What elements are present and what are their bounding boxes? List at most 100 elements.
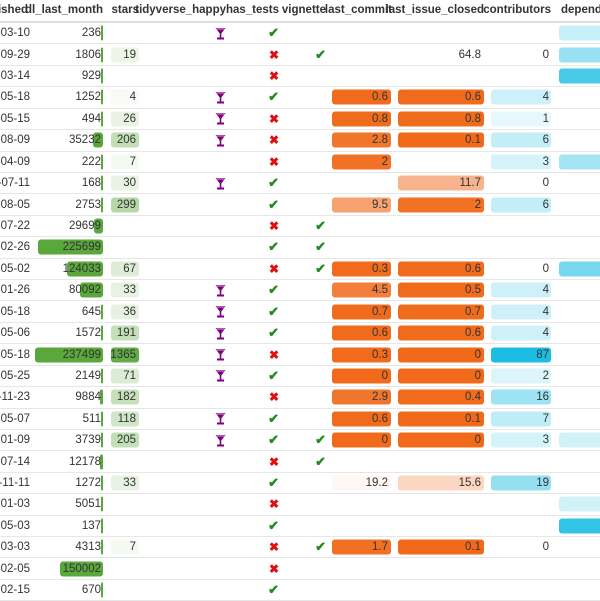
- contributors-cell: [488, 580, 555, 600]
- last-commit-tile: [332, 411, 391, 427]
- table-row[interactable]: -03-14 929 ✖: [0, 66, 600, 88]
- has-tests-cell: ✔: [230, 194, 283, 214]
- stars-tile: [111, 389, 139, 405]
- cocktail-glass-icon: [215, 91, 226, 104]
- last-commit-cell: 0: [330, 366, 395, 386]
- last-commit-value: 19.2: [365, 477, 388, 490]
- last-commit-cell: [330, 516, 395, 536]
- header-last-commit[interactable]: last_commit: [324, 4, 392, 16]
- table-row[interactable]: -02-26 225699 ✔ ✔: [0, 237, 600, 259]
- header-tidyverse-happy[interactable]: tidyverse_happy: [135, 4, 226, 16]
- dl-last-month-value: 150002: [62, 562, 101, 575]
- vignette-cell: [283, 323, 330, 343]
- published-date: -05-15: [0, 112, 30, 125]
- stars-tile: [111, 89, 139, 105]
- depends-cell: [555, 494, 600, 514]
- table-row[interactable]: -02-05 150002 ✖: [0, 559, 600, 580]
- table-row[interactable]: -07-14 12178 ✖ ✔: [0, 451, 600, 473]
- header-published[interactable]: published: [0, 4, 28, 16]
- published-cell: -05-25: [0, 366, 33, 386]
- dl-bar: [101, 25, 103, 41]
- contributors-cell: 6: [488, 194, 555, 214]
- table-row[interactable]: -03-10 236 ✔: [0, 23, 600, 45]
- dl-last-month-value: 2753: [75, 198, 101, 211]
- table-row[interactable]: -01-09 3739 205 ✔ ✔ 0 0 3: [0, 430, 600, 452]
- cross-icon: ✖: [268, 454, 279, 469]
- table-row[interactable]: -05-02 124033 67 ✖ ✔ 0.3 0.6 0: [0, 259, 600, 281]
- header-vignette[interactable]: vignette: [281, 4, 326, 16]
- table-row[interactable]: -09-29 1806 19 ✖ ✔ 64.8 0: [0, 44, 600, 66]
- last-commit-cell: [330, 173, 395, 193]
- table-row[interactable]: -11-11 1272 33 ✔ 19.2 15.6 19: [0, 473, 600, 495]
- last-issue-closed-tile: [398, 432, 484, 448]
- table-row[interactable]: -05-15 494 26 ✖ 0.8 0.8 1: [0, 109, 600, 131]
- last-commit-value: 2.9: [372, 391, 388, 404]
- stars-cell: 1365: [105, 344, 145, 364]
- contributors-cell: [488, 66, 555, 86]
- table-row[interactable]: -05-18 237499 1365 ✖ 0.3 0 87: [0, 344, 600, 366]
- table-row[interactable]: -05-18 1252 4 ✔ 0.6 0.6 4: [0, 87, 600, 109]
- table-row[interactable]: -03-03 4313 7 ✖ ✔ 1.7 0.1 0: [0, 537, 600, 559]
- table-row[interactable]: -05-25 2149 71 ✔ 0 0 2: [0, 366, 600, 388]
- table-row[interactable]: -08-05 2753 299 ✔ 9.5 2 6: [0, 194, 600, 216]
- depends-cell: [555, 323, 600, 343]
- stars-tile: [111, 47, 139, 63]
- stars-cell: [105, 516, 145, 536]
- contributors-cell: 2: [488, 366, 555, 386]
- dl-last-month-value: 1806: [75, 48, 101, 61]
- contributors-tile: [491, 154, 551, 170]
- dl-bar: [38, 239, 103, 255]
- vignette-cell: [283, 130, 330, 150]
- table-row[interactable]: -05-06 1572 191 ✔ 0.6 0.6 4: [0, 323, 600, 345]
- table-row[interactable]: -04-09 222 7 ✖ 2 3: [0, 152, 600, 173]
- last-issue-closed-value: 0: [474, 434, 481, 447]
- header-has-tests[interactable]: has_tests: [225, 4, 279, 16]
- dl-last-month-cell: 80092: [33, 280, 105, 300]
- table-row[interactable]: -08-09 35232 206 ✖ 2.8 0.1 6: [0, 130, 600, 152]
- published-cell: -03-03: [0, 537, 33, 557]
- table-row[interactable]: -07-22 29699 ✖ ✔: [0, 216, 600, 238]
- depends-cell: [555, 130, 600, 150]
- header-stars[interactable]: stars: [111, 4, 140, 16]
- last-issue-closed-tile: [398, 175, 484, 191]
- header-depends[interactable]: depends: [561, 4, 600, 16]
- stars-tile: [111, 304, 139, 320]
- contributors-cell: 6: [488, 130, 555, 150]
- table-row[interactable]: -05-03 137 ✔: [0, 516, 600, 538]
- dl-bar: [67, 261, 103, 277]
- dl-last-month-value: 1272: [75, 477, 101, 490]
- dl-last-month-value: 9884: [75, 391, 101, 404]
- check-icon: ✔: [268, 432, 279, 448]
- stars-cell: 7: [105, 537, 145, 557]
- header-dl-last-month[interactable]: dl_last_month: [25, 4, 103, 16]
- last-commit-cell: 0.3: [330, 259, 395, 279]
- last-issue-closed-value: 0.5: [465, 284, 481, 297]
- has-tests-cell: ✔: [230, 173, 283, 193]
- tidyverse-happy-cell: [145, 387, 230, 407]
- published-cell: -11-11: [0, 473, 33, 493]
- table-row[interactable]: -05-18 645 36 ✔ 0.7 0.7 4: [0, 301, 600, 323]
- vignette-cell: [283, 66, 330, 86]
- dl-last-month-value: 1252: [75, 91, 101, 104]
- header-last-issue-closed[interactable]: last_issue_closed: [385, 4, 484, 16]
- table-row[interactable]: -01-03 5051 ✖: [0, 494, 600, 516]
- table-row[interactable]: -05-07 511 118 ✔ 0.6 0.1 7: [0, 409, 600, 430]
- vignette-cell: [283, 580, 330, 600]
- last-issue-closed-cell: [395, 216, 488, 236]
- last-issue-closed-cell: [395, 494, 488, 514]
- last-commit-value: 2.8: [372, 134, 388, 147]
- cocktail-glass-icon: [215, 370, 226, 382]
- table-row[interactable]: -11-23 9884 182 ✖ 2.9 0.4 16: [0, 387, 600, 409]
- last-issue-closed-value: 0: [474, 369, 481, 382]
- vignette-cell: [283, 109, 330, 129]
- table-row[interactable]: -01-26 80092 33 ✔ 4.5 0.5 4: [0, 280, 600, 302]
- table-row[interactable]: -07-11 168 30 ✔ 11.7 0: [0, 173, 600, 195]
- stars-cell: [105, 216, 145, 236]
- stars-value: 4: [129, 91, 136, 104]
- check-icon: ✔: [315, 432, 326, 448]
- table-row[interactable]: -02-15 670 ✔: [0, 580, 600, 601]
- header-contributors[interactable]: contributors: [483, 4, 551, 16]
- published-cell: -07-22: [0, 216, 33, 236]
- contributors-cell: 4: [488, 280, 555, 300]
- tidyverse-happy-cell: [145, 494, 230, 514]
